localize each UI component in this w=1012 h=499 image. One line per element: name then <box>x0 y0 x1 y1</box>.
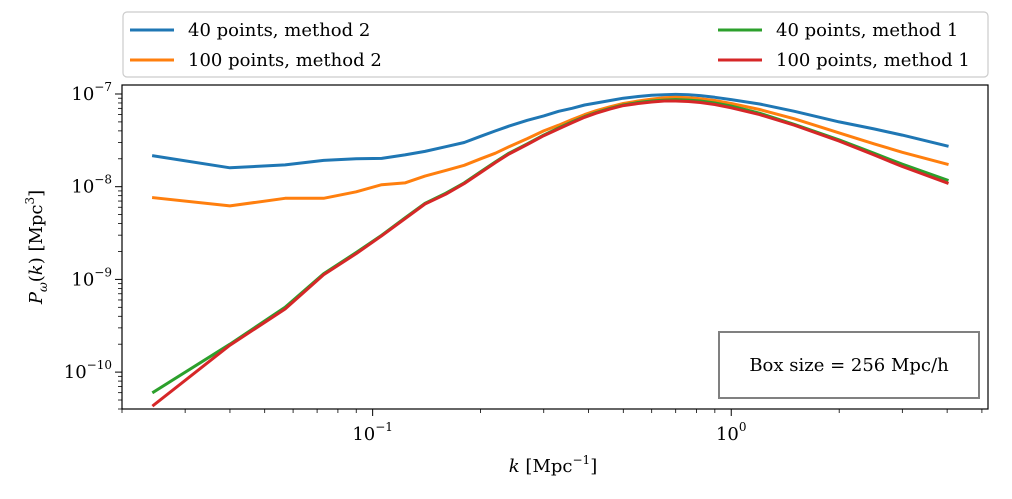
y-tick-label: 10−8 <box>71 173 112 198</box>
annotation-text: Box size = 256 Mpc/h <box>749 355 949 376</box>
series-lines <box>151 92 950 408</box>
legend-label-2: 100 points, method 2 <box>188 50 382 71</box>
x-tick-label: 100 <box>716 420 747 445</box>
legend-frame <box>122 11 989 78</box>
annotation-box: Box size = 256 Mpc/h <box>718 331 980 399</box>
legend-label-1: 40 points, method 2 <box>188 20 370 41</box>
series-line-2 <box>151 95 949 208</box>
series-line-4 <box>151 99 950 408</box>
y-tick-label: 10−10 <box>64 358 112 383</box>
y-axis-label: Pω(k) [Mpc3] <box>23 190 50 305</box>
x-axis-label: k [Mpc−1] <box>509 453 597 477</box>
major-ticks: 10−1 100 10−10 10−9 10−8 10−7 <box>64 80 747 445</box>
series-line-1 <box>151 92 949 170</box>
legend-label-4: 100 points, method 1 <box>776 50 970 71</box>
legend-label-3: 40 points, method 1 <box>776 20 958 41</box>
y-tick-label: 10−7 <box>71 80 112 105</box>
minor-ticks <box>118 97 983 413</box>
y-tick-label: 10−9 <box>71 265 112 290</box>
plot-frame <box>121 84 989 410</box>
x-tick-label: 10−1 <box>352 420 393 445</box>
legend: 40 points, method 2 100 points, method 2 4… <box>122 11 989 78</box>
